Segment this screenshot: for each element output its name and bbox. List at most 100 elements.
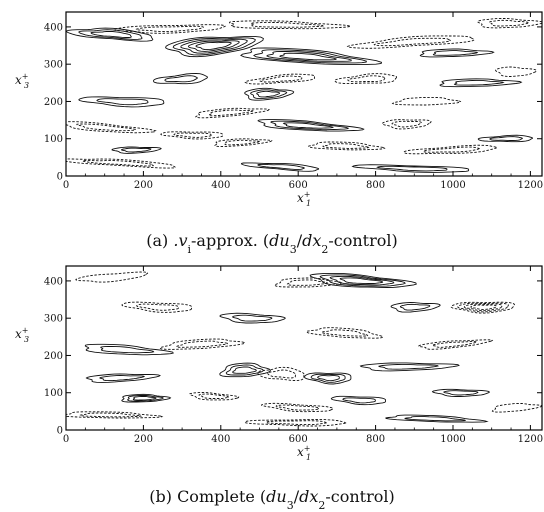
positive-contour	[309, 272, 417, 288]
positive-contour	[180, 38, 248, 54]
negative-contour	[431, 341, 478, 348]
positive-contour	[100, 346, 155, 354]
negative-contour	[160, 131, 224, 140]
y-tick-label: 400	[44, 22, 63, 33]
positive-contour	[164, 75, 198, 83]
positive-contour	[330, 395, 386, 406]
y-axis-label: x+ 3	[15, 72, 29, 90]
positive-contour	[78, 29, 143, 40]
positive-contour	[153, 73, 209, 85]
positive-contour	[127, 394, 165, 402]
positive-contour	[244, 87, 295, 101]
positive-contour	[351, 164, 470, 173]
negative-contour	[286, 279, 328, 286]
negative-contour	[267, 369, 296, 379]
x-tick-label: 0	[63, 434, 69, 445]
negative-contour	[470, 304, 497, 310]
plot-frame	[65, 265, 543, 431]
positive-contour	[310, 373, 346, 383]
plot-frame	[65, 11, 543, 177]
negative-contour	[244, 419, 347, 427]
negative-contour	[257, 366, 305, 381]
x-tick-label: 600	[289, 434, 308, 445]
positive-contour	[359, 362, 460, 372]
negative-contour	[158, 338, 246, 350]
positive-contour	[111, 146, 162, 154]
y-tick-label: 400	[44, 276, 63, 287]
negative-contour	[173, 132, 212, 138]
negative-contour	[450, 301, 515, 314]
positive-contour	[442, 390, 479, 396]
negative-contour	[274, 277, 343, 288]
positive-contour	[187, 40, 240, 52]
positive-contour	[225, 364, 264, 376]
negative-contour	[194, 107, 270, 119]
positive-contour	[303, 372, 352, 385]
x-tick-label: 800	[366, 434, 385, 445]
negative-contour	[250, 22, 324, 28]
negative-contour	[189, 392, 240, 401]
panel-caption: (b) Complete (du3/dx2-control)	[149, 487, 395, 512]
positive-contour	[250, 89, 288, 100]
positive-contour	[240, 47, 383, 65]
y-tick-label: 100	[44, 134, 63, 145]
positive-contour	[282, 122, 334, 129]
x-tick-label: 200	[134, 434, 153, 445]
positive-contour	[399, 303, 431, 311]
negative-contour	[79, 412, 143, 418]
positive-contour	[390, 302, 441, 313]
negative-contour	[391, 120, 422, 128]
negative-contour	[373, 37, 451, 47]
negative-contour	[476, 18, 542, 29]
positive-contour	[339, 277, 384, 284]
negative-contour	[261, 402, 334, 413]
y-tick-label: 100	[44, 388, 63, 399]
negative-contour	[224, 139, 261, 146]
positive-contour	[317, 375, 340, 382]
positive-contour	[219, 312, 287, 324]
positive-contour	[385, 414, 489, 423]
negative-contour	[175, 340, 229, 348]
positive-contour	[85, 373, 161, 383]
negative-contour	[417, 339, 494, 350]
positive-contour	[78, 96, 165, 108]
positive-contour	[439, 78, 523, 88]
contour-panel-b: 0 200 400 600 800 1000 1200 0 100 200 300 400 x+ 1 x+ 3…	[15, 265, 543, 512]
positive-contour	[231, 314, 273, 322]
negative-contour	[76, 123, 136, 132]
contour-lines	[66, 18, 542, 173]
x-axis-label: x+ 1	[297, 190, 311, 208]
negative-contour	[334, 73, 397, 85]
x-tick-label: 1000	[440, 180, 465, 191]
positive-contour	[253, 49, 367, 64]
negative-contour	[121, 301, 193, 313]
positive-contour	[453, 79, 505, 86]
positive-contour	[279, 52, 337, 61]
contour-lines	[66, 271, 542, 427]
positive-contour	[232, 366, 257, 374]
negative-contour	[244, 73, 316, 85]
negative-contour	[275, 404, 320, 411]
positive-contour	[319, 274, 406, 287]
panel-caption: (a) .vi-approx. (du3/dx2-control)	[146, 231, 398, 256]
negative-contour	[463, 303, 503, 312]
x-tick-label: 400	[211, 434, 230, 445]
x-tick-label: 1200	[518, 180, 543, 191]
positive-contour	[404, 416, 466, 422]
negative-contour	[320, 329, 369, 337]
negative-contour	[491, 403, 542, 413]
x-tick-label: 200	[134, 180, 153, 191]
x-tick-label: 800	[366, 180, 385, 191]
negative-contour	[208, 109, 254, 117]
contour-panel-a: 0 200 400 600 800 1000 1200 0 100 200 300 400 x+ 1 x+ 3…	[15, 11, 543, 256]
y-axis-label: x+ 3	[15, 326, 29, 344]
x-axis-label: x+ 1	[297, 444, 311, 462]
y-tick-label: 0	[57, 426, 63, 437]
positive-contour	[257, 163, 305, 170]
positive-contour	[99, 375, 146, 382]
positive-contour	[120, 147, 152, 153]
positive-contour	[431, 388, 491, 397]
y-tick-label: 300	[44, 60, 63, 71]
y-tick-label: 200	[44, 351, 63, 362]
negative-contour	[66, 158, 177, 169]
